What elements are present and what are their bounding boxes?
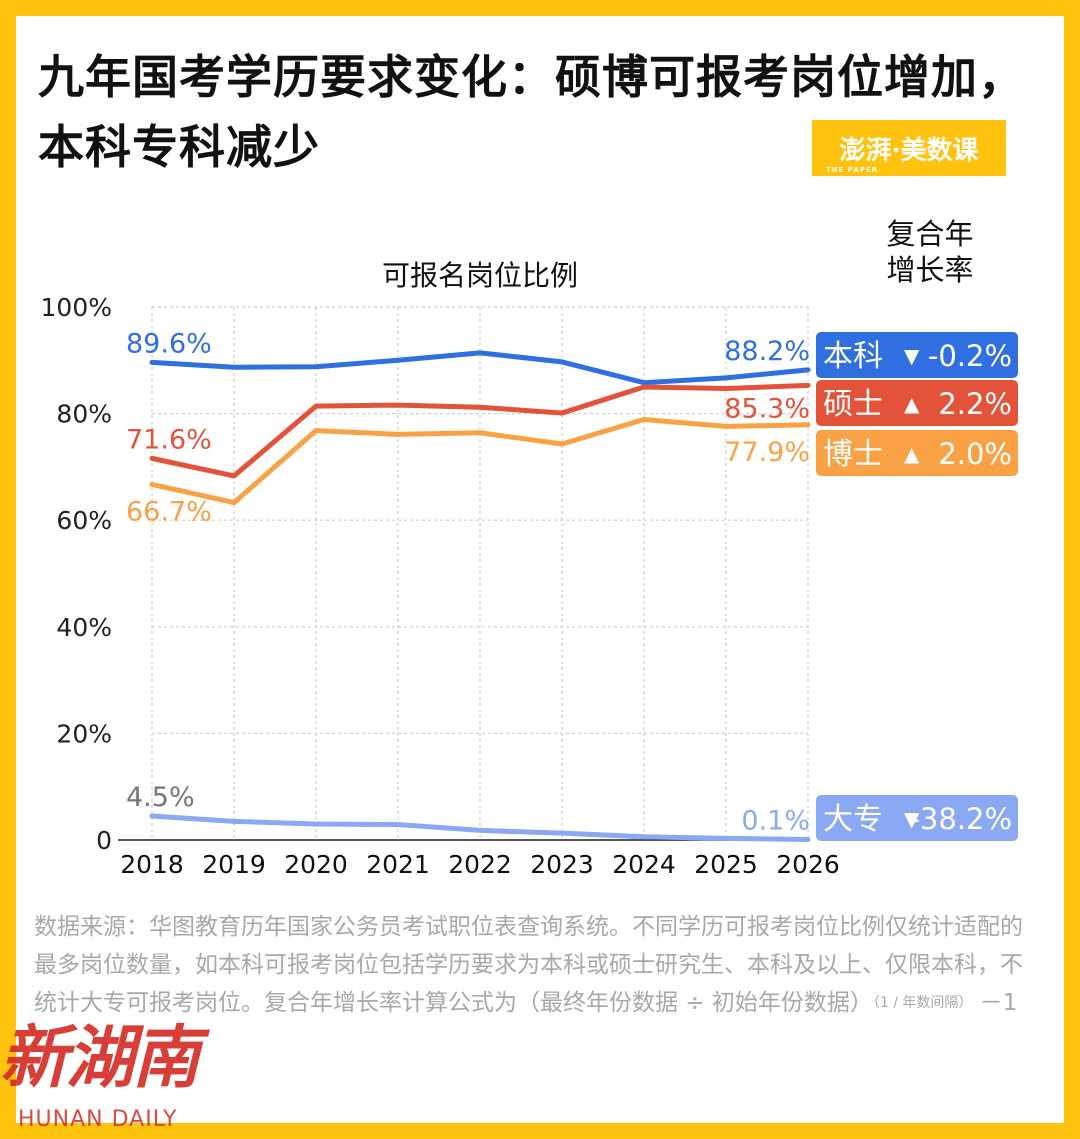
end-value-label: 77.9% bbox=[724, 437, 810, 468]
x-tick-label: 2022 bbox=[448, 850, 512, 879]
series-1-point bbox=[396, 358, 400, 362]
cagr-arrow: ▼ bbox=[904, 344, 920, 368]
series-badge bbox=[816, 430, 1018, 476]
series-4-point bbox=[150, 814, 154, 818]
series-1-point bbox=[806, 368, 810, 372]
series-2-point bbox=[150, 456, 154, 460]
series-2-point bbox=[314, 404, 318, 408]
series-2-point bbox=[560, 411, 564, 415]
cagr-header-line-1: 复合年 bbox=[886, 217, 974, 251]
series-4-point bbox=[232, 819, 236, 823]
start-value-label: 71.6% bbox=[126, 424, 212, 455]
footnote: 数据来源：华图教育历年国家公务员考试职位表查询系统。不同学历可报考岗位比例仅统计… bbox=[34, 908, 1024, 1022]
cagr-value: -38.2% bbox=[909, 802, 1012, 836]
series-2-point bbox=[806, 383, 810, 387]
series-3-point bbox=[232, 501, 236, 505]
x-tick-label: 2019 bbox=[202, 850, 266, 879]
series-badge bbox=[816, 380, 1018, 426]
x-tick-label: 2020 bbox=[284, 850, 348, 879]
series-name: 本科 bbox=[823, 339, 883, 374]
x-tick-label: 2018 bbox=[120, 850, 184, 879]
series-2-point bbox=[642, 385, 646, 389]
series-1-point bbox=[560, 360, 564, 364]
series-badge bbox=[816, 795, 1018, 841]
series-1-point bbox=[232, 365, 236, 369]
series-4-point bbox=[642, 835, 646, 839]
series-3-point bbox=[314, 429, 318, 433]
series-2-point bbox=[724, 387, 728, 391]
start-value-label: 89.6% bbox=[126, 328, 212, 359]
series-1-point bbox=[642, 381, 646, 385]
chart-title: 可报名岗位比例 bbox=[382, 259, 578, 292]
x-tick-label: 2023 bbox=[530, 850, 594, 879]
series-1-point bbox=[314, 365, 318, 369]
watermark-logo: 新湖南 bbox=[0, 1018, 200, 1098]
brand-sub: THE PAPER bbox=[826, 166, 879, 174]
series-3-point bbox=[396, 432, 400, 436]
end-value-label: 0.1% bbox=[741, 805, 810, 836]
series-2-point bbox=[478, 405, 482, 409]
cagr-header: 复合年 增长率 bbox=[880, 216, 980, 288]
watermark-text: HUNAN DAILY bbox=[18, 1107, 178, 1132]
footnote-text: 数据来源：华图教育历年国家公务员考试职位表查询系统。不同学历可报考岗位比例仅统计… bbox=[34, 914, 1023, 1016]
x-tick-label: 2024 bbox=[612, 850, 676, 879]
cagr-header-line-2: 增长率 bbox=[886, 253, 974, 287]
end-value-label: 85.3% bbox=[724, 393, 810, 424]
series-name: 大专 bbox=[823, 802, 883, 837]
series-4-point bbox=[396, 823, 400, 827]
series-3-point bbox=[478, 431, 482, 435]
cagr-arrow: ▼ bbox=[904, 807, 920, 831]
series-2-point bbox=[232, 474, 236, 478]
brand-logo: 澎湃·美数课 THE PAPER bbox=[812, 120, 1006, 176]
start-value-label: 4.5% bbox=[126, 782, 195, 813]
y-tick-label: 0 bbox=[96, 826, 112, 855]
x-tick-label: 2021 bbox=[366, 850, 430, 879]
brand-name: 澎湃·美数课 bbox=[839, 135, 979, 166]
y-tick-label: 80% bbox=[56, 400, 112, 429]
series-4-point bbox=[806, 837, 810, 841]
x-tick-label: 2026 bbox=[776, 850, 840, 879]
series-name: 博士 bbox=[823, 437, 883, 472]
series-name: 硕士 bbox=[823, 387, 883, 422]
series-3-point bbox=[560, 442, 564, 446]
cagr-arrow: ▲ bbox=[904, 442, 920, 466]
series-3-point bbox=[724, 424, 728, 428]
start-value-label: 66.7% bbox=[126, 496, 212, 527]
page-title: 九年国考学历要求变化：硕博可报考岗位增加，本科专科减少 bbox=[38, 50, 1025, 174]
y-tick-label: 100% bbox=[41, 293, 112, 322]
series-4-point bbox=[724, 836, 728, 840]
series-1-point bbox=[724, 376, 728, 380]
series-1-point bbox=[150, 360, 154, 364]
series-3-point bbox=[642, 417, 646, 421]
cagr-value: -0.2% bbox=[928, 339, 1012, 373]
cagr-value: 2.0% bbox=[938, 437, 1012, 471]
series-4-point bbox=[560, 831, 564, 835]
cagr-arrow: ▲ bbox=[904, 392, 920, 416]
y-tick-label: 60% bbox=[56, 506, 112, 535]
y-tick-label: 20% bbox=[56, 719, 112, 748]
series-2-point bbox=[396, 403, 400, 407]
footnote-exponent: （1 / 年数间隔） bbox=[872, 995, 973, 1011]
series-1-point bbox=[478, 351, 482, 355]
series-4-point bbox=[478, 828, 482, 832]
series-4-point bbox=[314, 822, 318, 826]
series-3-point bbox=[150, 482, 154, 486]
end-value-label: 88.2% bbox=[724, 336, 810, 367]
chart-card bbox=[16, 16, 1064, 1123]
x-tick-label: 2025 bbox=[694, 850, 758, 879]
cagr-value: 2.2% bbox=[938, 387, 1012, 421]
footnote-tail: －1 bbox=[979, 990, 1018, 1016]
series-3-point bbox=[806, 423, 810, 427]
series-badge bbox=[816, 332, 1018, 378]
y-tick-label: 40% bbox=[56, 613, 112, 642]
